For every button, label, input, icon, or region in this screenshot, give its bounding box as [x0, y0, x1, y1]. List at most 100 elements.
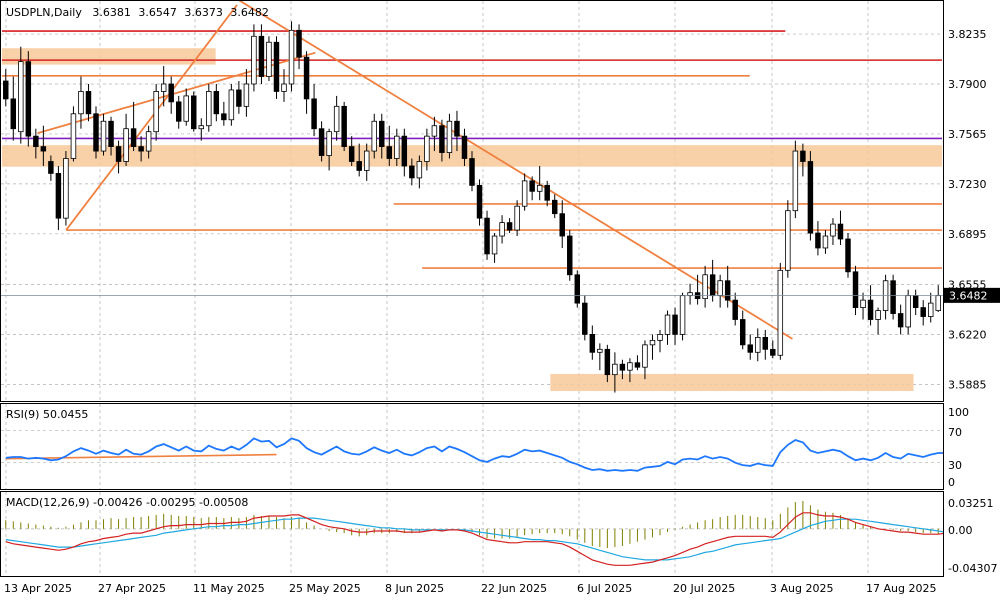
bear-candle [311, 98, 317, 130]
bull-candle [100, 120, 107, 152]
macd-tick: 0.00 [948, 524, 973, 537]
price-tick: 3.7900 [948, 78, 987, 91]
bull-candle [521, 180, 528, 207]
bull-candle [822, 235, 829, 249]
bull-candle [326, 131, 332, 156]
bear-candle [191, 95, 197, 130]
bear-candle [3, 80, 9, 100]
date-tick: 11 May 2025 [193, 582, 265, 595]
bear-candle [10, 98, 17, 130]
macd-label: MACD(12,26,9) -0.00426 -0.00295 -0.00508 [6, 496, 248, 509]
bear-candle [837, 223, 844, 240]
bear-candle [762, 336, 769, 350]
bull-candle [905, 295, 911, 328]
rsi-tick: 100 [948, 406, 969, 419]
bear-candle [401, 135, 408, 167]
bull-candle [288, 29, 295, 85]
bull-candle [830, 223, 836, 237]
bull-candle [935, 295, 941, 311]
rsi-panel[interactable] [0, 403, 944, 490]
bear-candle [559, 213, 565, 237]
bull-candle [657, 334, 663, 341]
bull-candle [612, 363, 618, 376]
bull-candle [702, 274, 708, 300]
date-tick: 22 Jun 2025 [481, 582, 547, 595]
bear-candle [258, 35, 265, 77]
open-value: 3.6381 [92, 6, 131, 19]
bull-candle [446, 120, 453, 153]
bear-candle [108, 120, 114, 147]
bear-candle [619, 363, 626, 371]
bear-candle [604, 348, 611, 376]
current-price-value: 3.6482 [949, 289, 988, 302]
bear-candle [567, 235, 573, 276]
chart-header: USDPLN,Daily 3.6381 3.6547 3.6373 3.6482 [6, 6, 269, 19]
trendline [65, 4, 238, 231]
macd-tick: -0.04307 [948, 562, 997, 575]
bear-candle [33, 135, 39, 147]
date-tick: 8 Jun 2025 [385, 582, 444, 595]
bear-candle [709, 274, 716, 297]
bull-candle [679, 295, 686, 335]
bear-candle [815, 232, 821, 249]
bear-candle [807, 161, 814, 234]
bull-candle [183, 95, 189, 122]
bull-candle [664, 314, 671, 335]
bear-candle [634, 362, 641, 368]
bear-candle [318, 128, 325, 156]
trendline [238, 1, 793, 340]
bear-candle [589, 334, 596, 353]
date-tick: 3 Aug 2025 [770, 582, 833, 595]
high-value: 3.6547 [138, 6, 177, 19]
low-value: 3.6373 [184, 6, 223, 19]
candles [3, 21, 941, 393]
bull-candle [266, 41, 272, 77]
bear-candle [48, 161, 54, 174]
bull-candle [875, 310, 881, 320]
bear-candle [920, 307, 926, 317]
bull-candle [206, 91, 212, 127]
bull-candle [123, 128, 129, 162]
macd-series [1, 500, 943, 566]
bull-candle [755, 336, 761, 353]
bear-candle [439, 125, 445, 153]
bear-candle [544, 184, 550, 201]
bull-candle [597, 348, 603, 353]
bear-candle [852, 271, 859, 308]
bear-candle [379, 120, 385, 147]
rsi-label: RSI(9) 50.0455 [6, 408, 88, 421]
bear-candle [138, 146, 144, 152]
bear-candle [85, 91, 92, 115]
date-tick: 13 Apr 2025 [4, 582, 72, 595]
bull-candle [416, 161, 423, 179]
bear-candle [574, 274, 581, 304]
bull-candle [717, 280, 723, 297]
price-tick: 3.6895 [948, 228, 987, 241]
bull-candle [333, 105, 340, 133]
bear-candle [897, 313, 904, 328]
bull-candle [649, 339, 656, 346]
bull-candle [785, 210, 791, 271]
bear-candle [747, 344, 753, 353]
bear-candle [273, 41, 280, 92]
bear-candle [55, 173, 62, 219]
bear-candle [912, 295, 919, 308]
rsi-tick: 0 [948, 476, 955, 489]
bear-candle [800, 150, 806, 162]
bear-candle [236, 89, 242, 107]
bull-candle [777, 269, 784, 356]
bear-candle [409, 165, 415, 179]
bear-candle [506, 222, 513, 231]
price-tick: 3.5885 [948, 378, 987, 391]
bull-candle [627, 362, 633, 371]
bear-candle [25, 61, 32, 137]
bull-candle [491, 235, 498, 255]
rsi-axis: 100 70 30 0 [948, 406, 969, 489]
price-axis[interactable]: 3.8235 3.7900 3.7565 3.7230 3.6895 3.655… [948, 28, 987, 391]
date-axis[interactable]: 13 Apr 2025 27 Apr 2025 11 May 2025 25 M… [4, 582, 936, 595]
macd-panel[interactable] [0, 491, 944, 577]
macd-tick: 0.03251 [948, 497, 994, 510]
rsi-tick: 30 [948, 459, 962, 472]
bear-candle [770, 348, 776, 356]
